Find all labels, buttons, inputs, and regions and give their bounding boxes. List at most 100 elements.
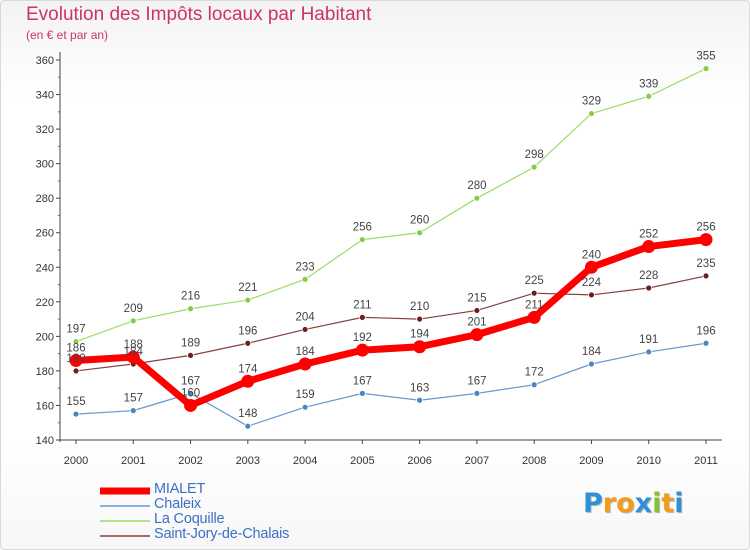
logo-letter-3: x — [634, 488, 653, 519]
data-point-2-0 — [72, 338, 80, 345]
data-point-3-0 — [72, 367, 80, 375]
legend-item-0: MIALET — [100, 481, 360, 499]
chart-legend: MIALET Chaleix La Coquille Saint-Jory-de… — [100, 481, 360, 544]
data-point-1-3 — [244, 422, 252, 430]
data-label-1-9: 184 — [582, 346, 602, 358]
data-label-0-1: 188 — [124, 339, 143, 351]
data-point-2-9 — [588, 110, 595, 117]
data-label-0-2: 160 — [181, 387, 200, 399]
logo-letter-1: r — [602, 488, 617, 519]
data-point-2-11 — [702, 65, 710, 73]
y-tick-label-4: 220 — [36, 297, 54, 309]
legend-item-2: La Coquille — [100, 511, 360, 529]
data-point-1-0 — [72, 410, 80, 418]
data-label-3-6: 210 — [410, 301, 429, 313]
logo-letter-5: t — [661, 488, 675, 519]
data-label-0-0: 186 — [66, 343, 85, 355]
data-point-1-7 — [473, 389, 481, 397]
y-tick-label-10: 340 — [36, 90, 54, 102]
legend-swatch-3 — [100, 535, 150, 537]
data-point-2-10 — [645, 92, 653, 100]
data-label-3-5: 211 — [353, 299, 371, 311]
data-label-3-2: 189 — [181, 337, 200, 349]
x-tick-label-0: 2000 — [64, 455, 88, 467]
data-point-0-8 — [527, 310, 541, 324]
data-label-2-3: 221 — [238, 282, 257, 294]
x-tick-label-2: 2002 — [178, 455, 202, 467]
data-label-3-1: 184 — [124, 346, 144, 358]
data-point-1-5 — [358, 389, 366, 397]
data-point-2-1 — [129, 317, 137, 325]
data-label-2-11: 355 — [696, 51, 715, 63]
proxiti-logo: Proxiti — [583, 488, 684, 519]
y-tick-label-2: 180 — [36, 366, 54, 378]
legend-label-2: La Coquille — [154, 511, 225, 527]
data-label-1-8: 172 — [525, 367, 544, 379]
data-point-0-4 — [298, 357, 312, 371]
y-tick-label-0: 140 — [36, 435, 54, 447]
data-label-0-11: 256 — [696, 222, 715, 234]
data-label-0-3: 174 — [238, 363, 258, 375]
data-point-1-10 — [645, 348, 653, 356]
data-point-3-6 — [416, 315, 424, 323]
series-line-0 — [72, 236, 710, 409]
x-tick-label-5: 2005 — [350, 455, 374, 467]
data-point-2-6 — [416, 229, 424, 237]
y-tick-label-3: 200 — [36, 331, 54, 343]
y-tick-label-1: 160 — [36, 400, 54, 412]
legend-item-3: Saint-Jory-de-Chalais — [100, 526, 360, 544]
data-point-3-2 — [187, 351, 194, 359]
data-label-2-1: 209 — [124, 303, 143, 315]
data-point-1-4 — [301, 403, 309, 411]
y-tick-label-5: 240 — [36, 262, 54, 274]
data-point-3-8 — [530, 289, 538, 297]
data-point-3-4 — [301, 326, 309, 333]
data-point-0-1 — [126, 350, 140, 364]
data-label-0-10: 252 — [639, 229, 658, 241]
y-tick-label-7: 280 — [36, 193, 54, 205]
data-label-1-2: 167 — [181, 375, 200, 387]
data-label-1-7: 167 — [467, 375, 486, 387]
y-tick-label-6: 260 — [36, 228, 54, 240]
data-label-2-6: 260 — [410, 215, 429, 227]
x-tick-label-7: 2007 — [465, 455, 489, 467]
data-point-3-5 — [358, 313, 366, 321]
data-label-0-4: 184 — [295, 346, 315, 358]
data-point-3-7 — [473, 307, 481, 314]
data-point-2-7 — [473, 194, 481, 202]
data-label-0-6: 194 — [410, 329, 430, 341]
y-tick-label-11: 360 — [36, 55, 54, 67]
data-point-0-10 — [642, 240, 656, 254]
data-point-0-3 — [241, 374, 255, 388]
x-tick-label-6: 2006 — [407, 455, 431, 467]
data-point-0-11 — [699, 233, 713, 247]
data-point-3-9 — [588, 291, 595, 299]
data-point-1-2 — [187, 389, 194, 397]
data-label-0-9: 240 — [582, 249, 601, 261]
data-label-3-10: 228 — [639, 270, 658, 282]
data-label-1-1: 157 — [124, 393, 143, 405]
data-label-3-9: 224 — [582, 277, 602, 289]
data-point-1-8 — [530, 381, 538, 389]
series-line-3 — [75, 275, 707, 372]
data-point-0-0 — [69, 354, 83, 368]
legend-label-3: Saint-Jory-de-Chalais — [154, 526, 290, 542]
data-label-3-3: 196 — [238, 325, 257, 337]
data-point-0-5 — [355, 343, 369, 357]
legend-swatch-0 — [100, 487, 150, 495]
legend-item-1: Chaleix — [100, 496, 360, 514]
data-point-1-11 — [702, 339, 710, 347]
data-label-2-0: 197 — [66, 324, 85, 336]
data-label-1-10: 191 — [639, 334, 658, 346]
data-point-2-8 — [530, 163, 538, 171]
data-point-2-2 — [187, 305, 194, 313]
x-tick-label-4: 2004 — [293, 455, 317, 467]
logo-letter-4: i — [652, 488, 662, 519]
data-label-1-6: 163 — [410, 382, 429, 394]
data-point-1-9 — [588, 360, 595, 368]
data-label-2-4: 233 — [295, 261, 314, 273]
data-label-0-5: 192 — [353, 332, 372, 344]
data-label-3-4: 204 — [295, 311, 315, 323]
legend-label-1: Chaleix — [154, 496, 201, 512]
